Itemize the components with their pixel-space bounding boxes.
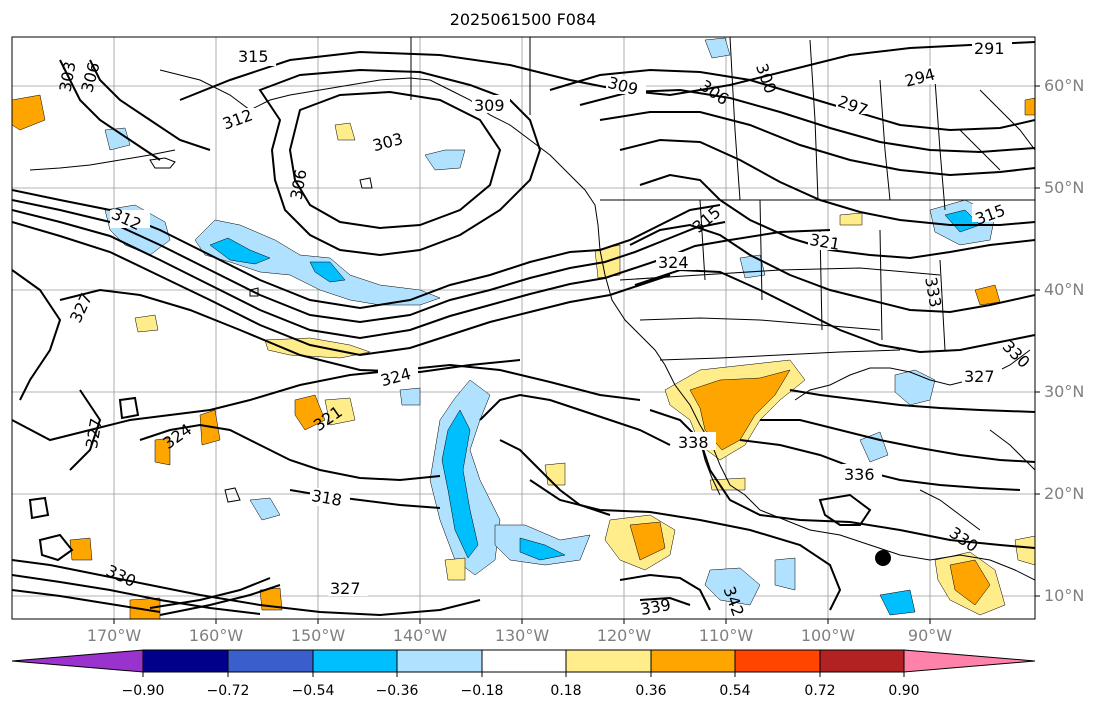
lat-label: 40°N <box>1044 280 1085 299</box>
lon-label: 130°W <box>494 626 550 645</box>
contour-label: 327 <box>964 367 995 386</box>
colorbar-segment <box>227 649 314 673</box>
colorbar-segment <box>565 649 652 673</box>
lat-label: 20°N <box>1044 484 1085 503</box>
colorbar-segment <box>819 649 905 673</box>
colorbar-tick-label: −0.18 <box>460 683 504 699</box>
colorbar-tick-label: 0.72 <box>804 683 836 699</box>
lat-label: 60°N <box>1044 76 1085 95</box>
lon-label: 100°W <box>800 626 856 645</box>
colorbar-tick-label: −0.90 <box>121 683 165 699</box>
contour-label: 338 <box>678 433 709 452</box>
colorbar-tick-label: 0.90 <box>888 683 920 699</box>
contour-label: 309 <box>474 96 505 115</box>
colorbar-segment <box>650 649 736 673</box>
colorbar-tick-label: −0.54 <box>291 683 335 699</box>
lon-label: 150°W <box>290 626 346 645</box>
lon-label: 170°W <box>86 626 142 645</box>
colorbar-tick-label: 0.18 <box>550 683 582 699</box>
lon-label: 110°W <box>698 626 754 645</box>
colorbar-tick-label: 0.36 <box>635 683 667 699</box>
lat-label: 10°N <box>1044 586 1085 605</box>
colorbar-tick-label: −0.72 <box>206 683 250 699</box>
lon-label: 120°W <box>596 626 652 645</box>
lat-label: 30°N <box>1044 382 1085 401</box>
colorbar-segment <box>142 649 229 673</box>
colorbar-tick-label: 0.54 <box>719 683 751 699</box>
contours <box>12 41 1035 617</box>
colorbar-segment <box>396 649 483 673</box>
lon-label: 90°W <box>907 626 953 645</box>
contour-label: 315 <box>238 47 269 66</box>
colorbar-extend-high <box>903 649 1036 673</box>
colorbar-extend-low <box>11 649 144 673</box>
plot-area <box>12 37 1035 619</box>
lon-label: 160°W <box>188 626 244 645</box>
contour-label: 327 <box>330 579 361 598</box>
colorbar-segment <box>734 649 821 673</box>
lon-label: 140°W <box>392 626 448 645</box>
map-title: 2025061500 F084 <box>449 10 597 29</box>
contour-label: 336 <box>844 465 875 484</box>
location-marker <box>875 550 891 566</box>
colorbar-segment <box>481 649 567 673</box>
colorbar-segment <box>312 649 398 673</box>
colorbar-tick-label: −0.36 <box>375 683 419 699</box>
gridlines <box>12 37 1035 619</box>
colorbar <box>11 649 1036 673</box>
lat-label: 50°N <box>1044 178 1085 197</box>
negative-shading <box>104 37 996 616</box>
contour-label: 324 <box>658 253 689 272</box>
contour-label: 291 <box>974 39 1005 58</box>
